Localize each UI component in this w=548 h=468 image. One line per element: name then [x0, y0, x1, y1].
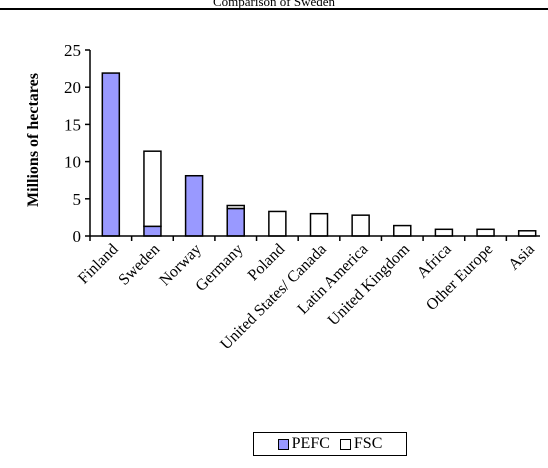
y-tick-label: 25: [64, 41, 81, 60]
y-tick-label: 20: [64, 78, 81, 97]
partial-title: Comparison of Sweden: [212, 0, 336, 8]
legend: PEFC FSC: [253, 432, 407, 456]
bar-fsc-latin-america: [351, 214, 370, 237]
bar-fsc-asia: [517, 230, 537, 237]
bars: [101, 72, 537, 237]
bar-fsc-germany: [226, 204, 245, 210]
bar-pefc-norway: [184, 174, 204, 237]
bar-chart: 0 5 10 15 20 25 FinlandSwedenNorwayGermanyPol…: [25, 41, 540, 353]
bar-fsc-united-states-canada: [309, 212, 329, 237]
legend-item-pefc: PEFC: [277, 435, 330, 453]
bar-pefc-germany: [226, 207, 245, 237]
x-tick-label: Asia: [505, 241, 538, 274]
y-axis: 0 5 10 15 20 25: [64, 41, 91, 246]
bar-fsc-sweden: [143, 150, 162, 228]
bar-pefc-sweden: [143, 225, 162, 237]
bar-pefc-finland: [101, 72, 121, 237]
x-tick-label: Sweden: [115, 241, 163, 289]
y-tick-label: 5: [73, 190, 82, 209]
legend-swatch-fsc: [339, 438, 351, 450]
bar-fsc-united-kingdom: [393, 224, 412, 237]
bar-fsc-africa: [434, 228, 454, 237]
legend-label-pefc: PEFC: [291, 435, 330, 452]
y-axis-label: Millions of hectares: [25, 73, 42, 207]
x-tick-label: Finland: [75, 241, 122, 288]
top-rule: [0, 8, 548, 10]
legend-label-fsc: FSC: [353, 435, 383, 452]
y-tick-label: 15: [64, 115, 81, 134]
bar-fsc-other-europe: [476, 228, 495, 237]
y-tick-label: 10: [64, 153, 81, 172]
legend-item-fsc: FSC: [339, 435, 383, 453]
bar-fsc-poland: [268, 210, 287, 237]
y-tick-label: 0: [73, 227, 82, 246]
legend-swatch-pefc: [277, 438, 289, 450]
